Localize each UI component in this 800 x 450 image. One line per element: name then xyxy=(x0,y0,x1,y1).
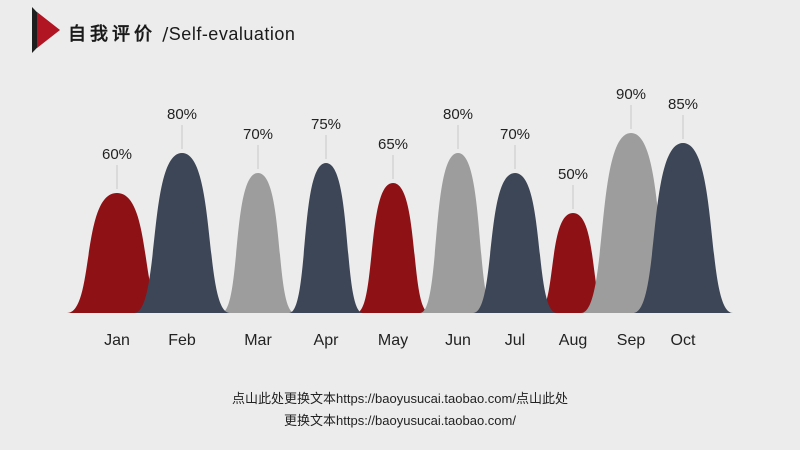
bar-aug xyxy=(537,213,609,313)
bar-jul xyxy=(473,173,557,313)
footer-line-1: 点山此处更换文本https://baoyusucai.taobao.com/点山… xyxy=(232,391,568,406)
footer-text: 点山此处更换文本https://baoyusucai.taobao.com/点山… xyxy=(0,388,800,432)
data-label: 70% xyxy=(243,126,273,143)
bar-jun xyxy=(420,153,496,313)
x-tick-label: Oct xyxy=(671,332,696,349)
monthly-evaluation-chart: 60% Jan 80% Feb 70% Mar 75% Apr 65% May 80% Jun 70% J… xyxy=(67,86,733,349)
title-english: Self-evaluation xyxy=(168,24,296,44)
title-separator: / xyxy=(156,24,169,45)
title-chinese: 自我评价 xyxy=(68,24,156,45)
x-tick-label: Jan xyxy=(104,332,130,349)
data-label: 70% xyxy=(500,126,530,143)
footer-line-2: 更换文本https://baoyusucai.taobao.com/ xyxy=(284,413,516,428)
x-tick-label: Aug xyxy=(559,332,587,349)
bar-oct xyxy=(633,143,733,313)
x-tick-label: May xyxy=(378,332,408,349)
x-tick-label: Sep xyxy=(617,332,646,349)
data-label: 90% xyxy=(616,86,646,103)
x-tick-label: Feb xyxy=(168,332,196,349)
x-tick-label: Jun xyxy=(445,332,471,349)
x-tick-label: Apr xyxy=(314,332,340,349)
page-title: 自我评价 /Self-evaluation xyxy=(68,20,295,46)
bar-apr xyxy=(289,163,363,313)
x-tick-label: Mar xyxy=(244,332,272,349)
bar-jan xyxy=(67,193,167,313)
data-label: 60% xyxy=(102,146,132,163)
x-tick-label: Jul xyxy=(505,332,525,349)
data-label: 80% xyxy=(443,106,473,123)
bar-may xyxy=(356,183,430,313)
header: 自我评价 /Self-evaluation xyxy=(0,0,800,70)
bar-feb xyxy=(134,153,230,313)
data-label: 50% xyxy=(558,166,588,183)
data-label: 85% xyxy=(668,96,698,113)
data-label: 65% xyxy=(378,136,408,153)
data-label: 80% xyxy=(167,106,197,123)
bar-mar xyxy=(221,173,295,313)
arrow-banner-icon xyxy=(32,7,60,53)
data-label: 75% xyxy=(311,116,341,133)
